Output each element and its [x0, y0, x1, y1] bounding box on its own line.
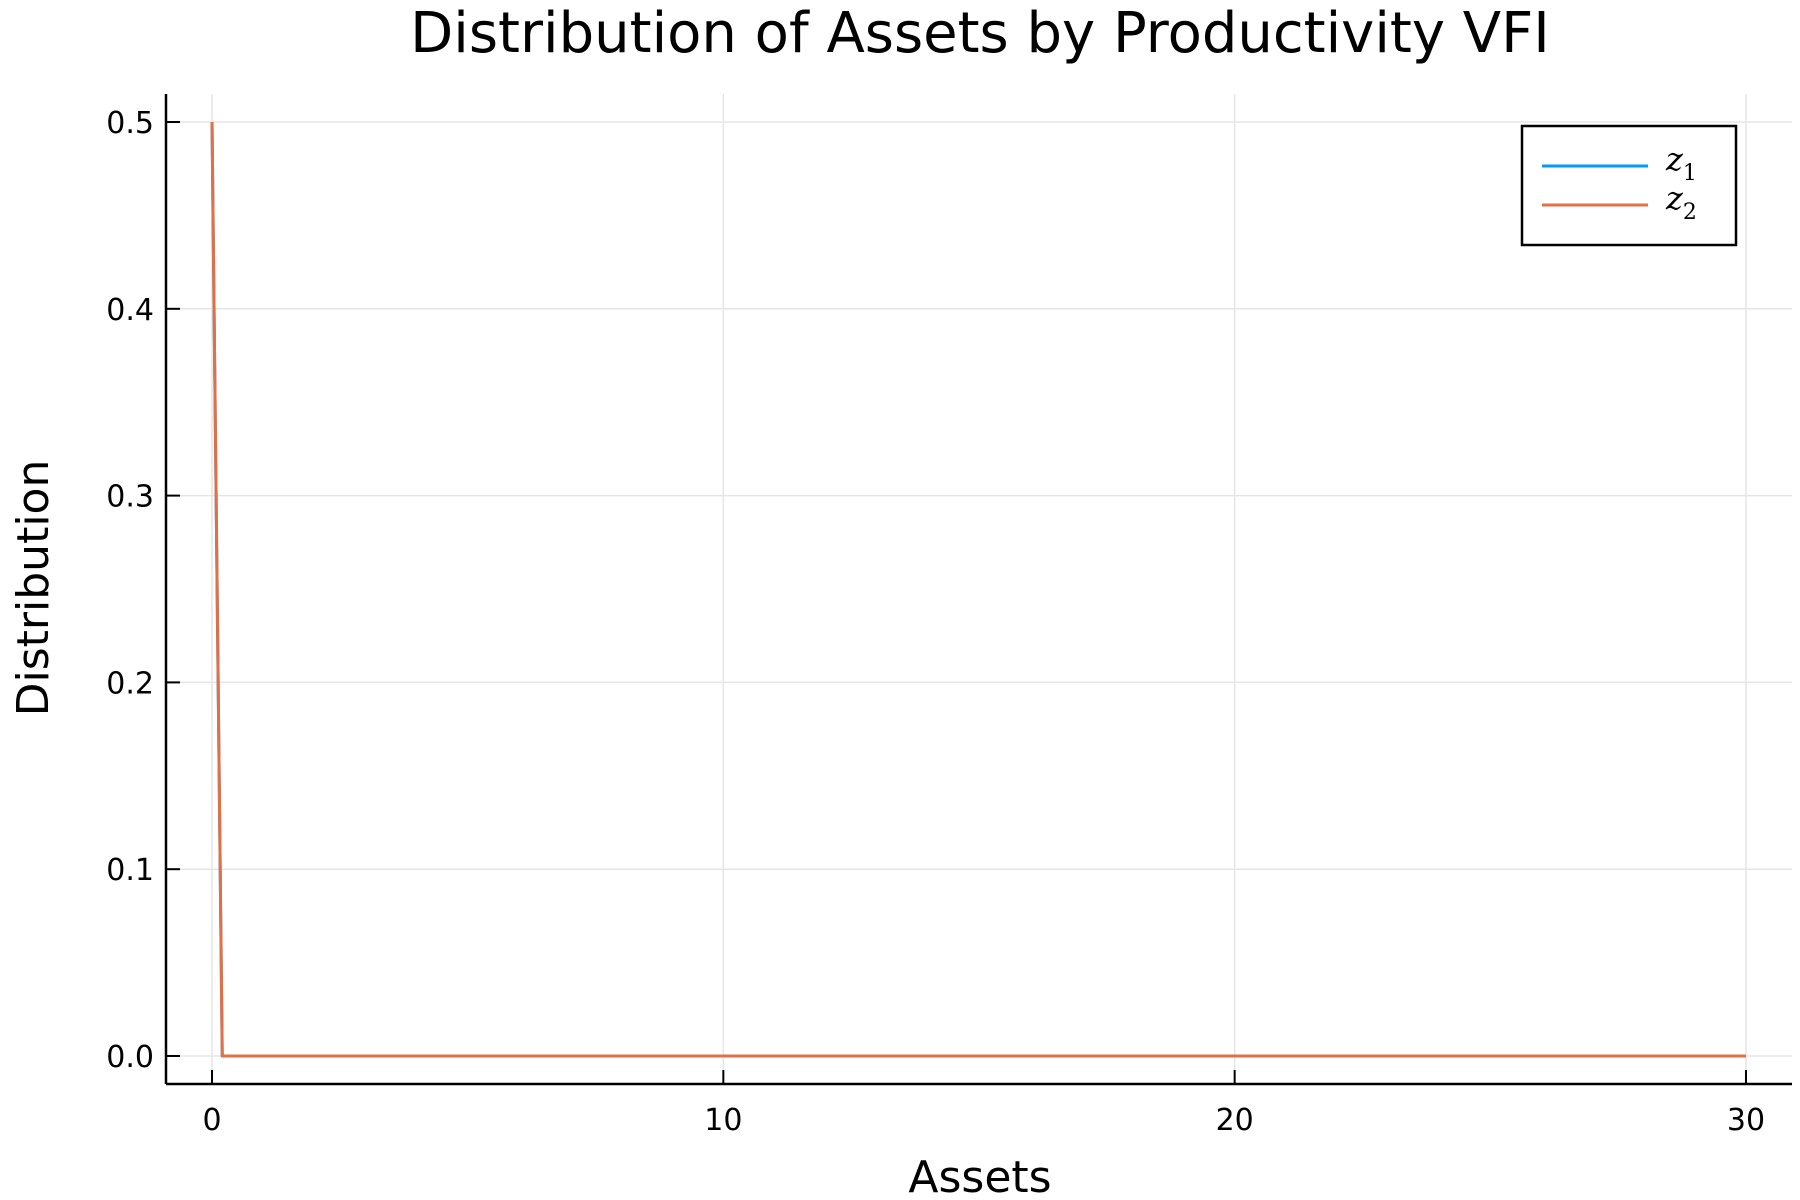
y-tick-label: 0.4: [106, 293, 154, 328]
x-tick-label: 30: [1727, 1103, 1765, 1138]
y-tick-label: 0.3: [106, 480, 154, 515]
ticks-layer: 0 10 20 30 0.0 0.1 0.2 0.3 0.4 0.5: [106, 106, 1765, 1138]
y-axis-label: Distribution: [8, 460, 59, 717]
y-tick-label: 0.1: [106, 853, 154, 888]
series-line-1: [210, 122, 1746, 1058]
legend-label-subscript-1: 1: [1683, 161, 1697, 186]
x-axis-label: Assets: [908, 1152, 1051, 1200]
chart-title: Distribution of Assets by Productivity V…: [410, 1, 1550, 66]
y-tick-label: 0.2: [106, 666, 154, 701]
series-layer: [210, 122, 1746, 1058]
legend-label-subscript-2: 2: [1683, 200, 1697, 225]
series-line-2: [210, 122, 1746, 1058]
legend-box: [1520, 124, 1738, 247]
x-tick-label: 10: [704, 1103, 742, 1138]
axes-layer: [164, 94, 1792, 1086]
x-tick-label: 20: [1216, 1103, 1254, 1138]
x-tick-label: 0: [202, 1103, 221, 1138]
y-tick-label: 0.0: [106, 1040, 154, 1075]
y-tick-label: 0.5: [106, 106, 154, 141]
